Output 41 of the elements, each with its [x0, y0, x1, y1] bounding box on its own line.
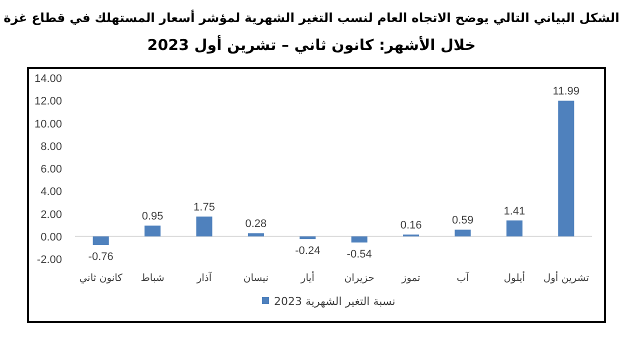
- x-tick-label: نيسان: [243, 273, 269, 284]
- data-label: 0.95: [142, 210, 164, 223]
- x-tick-label: أيار: [300, 271, 315, 284]
- x-tick-label: تشرين أول: [543, 271, 590, 284]
- bar: [506, 220, 522, 236]
- chart-title: الشكل البياني التالي يوضح الاتجاه العام لنسب التغير الشهرية لمؤشر أسعار المستهلك في قطاع غزة: [4, 9, 620, 26]
- legend: نسبة التغير الشهرية 2023: [262, 295, 396, 308]
- y-tick-label: 14.00: [34, 73, 62, 85]
- y-tick-label: -2.00: [36, 254, 62, 266]
- bar: [248, 233, 264, 236]
- bar: [196, 216, 212, 236]
- y-tick-label: 4.00: [40, 186, 62, 198]
- y-tick-label: 8.00: [40, 140, 62, 153]
- x-tick-label: آذار: [196, 271, 213, 284]
- x-tick-label: كانون ثاني: [79, 273, 123, 284]
- y-tick-label: 12.00: [34, 96, 62, 108]
- y-tick-label: 0.00: [40, 231, 62, 244]
- x-tick-label: آب: [456, 271, 470, 284]
- x-tick-label: أيلول: [504, 271, 526, 284]
- bar: [144, 226, 161, 236]
- x-tick-label: حزيران: [344, 273, 374, 284]
- bar: [454, 230, 471, 236]
- chart-subtitle: خلال الأشهر: كانون ثاني – تشرين أول 2023: [147, 35, 476, 54]
- data-label: -0.54: [346, 248, 372, 260]
- data-label: 11.99: [552, 86, 580, 98]
- data-label: 1.75: [194, 202, 215, 214]
- y-tick-label: 6.00: [40, 164, 62, 176]
- bar: [300, 236, 316, 240]
- data-label: 0.59: [452, 214, 474, 227]
- x-tick-label: تموز: [400, 273, 421, 284]
- data-label: -0.24: [295, 245, 320, 258]
- bar: [92, 236, 109, 245]
- y-tick-label: 10.00: [34, 118, 62, 130]
- data-label: -0.76: [88, 250, 114, 263]
- data-label: 1.41: [504, 205, 526, 218]
- data-label: 0.16: [400, 220, 422, 232]
- x-tick-label: شباط: [140, 273, 164, 284]
- y-tick-label: 2.00: [40, 208, 62, 221]
- data-label: 0.28: [245, 218, 267, 230]
- bar: [351, 236, 368, 242]
- bar: [558, 100, 574, 236]
